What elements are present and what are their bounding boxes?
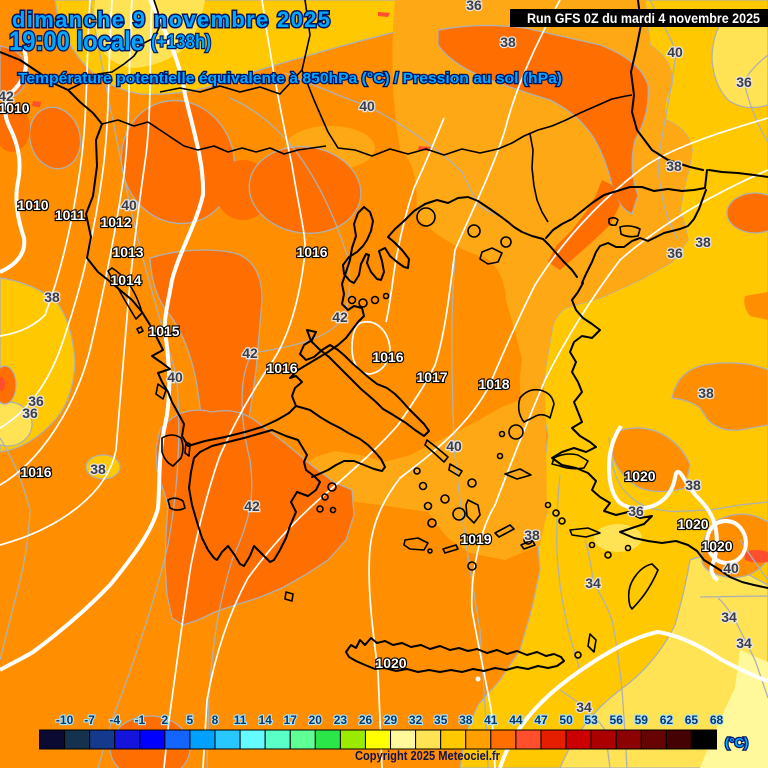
svg-text:-1: -1 — [134, 713, 145, 727]
svg-text:38: 38 — [685, 477, 701, 493]
svg-text:17: 17 — [284, 713, 298, 727]
svg-text:1020: 1020 — [677, 516, 708, 532]
svg-text:29: 29 — [384, 713, 398, 727]
svg-text:44: 44 — [509, 713, 523, 727]
svg-text:38: 38 — [500, 34, 516, 50]
svg-text:32: 32 — [409, 713, 423, 727]
svg-text:1010: 1010 — [0, 100, 30, 116]
svg-text:34: 34 — [721, 609, 737, 625]
svg-text:40: 40 — [723, 560, 739, 576]
svg-text:38: 38 — [459, 713, 473, 727]
svg-text:Copyright 2025 Meteociel.fr: Copyright 2025 Meteociel.fr — [355, 748, 500, 763]
svg-text:36: 36 — [466, 0, 482, 13]
svg-text:26: 26 — [359, 713, 373, 727]
svg-text:Température potentielle équiva: Température potentielle équivalente à 85… — [18, 70, 562, 87]
svg-text:-10: -10 — [56, 713, 74, 727]
svg-text:1018: 1018 — [478, 376, 509, 392]
svg-text:34: 34 — [585, 575, 601, 591]
svg-text:1020: 1020 — [375, 655, 406, 671]
svg-text:(+138h): (+138h) — [151, 32, 211, 53]
svg-text:14: 14 — [259, 713, 273, 727]
svg-text:40: 40 — [446, 438, 462, 454]
svg-text:1015: 1015 — [148, 323, 179, 339]
svg-text:1016: 1016 — [296, 244, 327, 260]
svg-text:1016: 1016 — [20, 464, 51, 480]
svg-text:1010: 1010 — [17, 197, 48, 213]
svg-text:65: 65 — [685, 713, 699, 727]
svg-text:Run GFS 0Z du mardi 4 novembre: Run GFS 0Z du mardi 4 novembre 2025 — [527, 11, 760, 26]
svg-text:1016: 1016 — [266, 360, 297, 376]
svg-text:1011: 1011 — [55, 207, 86, 223]
svg-text:42: 42 — [0, 88, 14, 104]
svg-text:42: 42 — [332, 309, 348, 325]
svg-text:1017: 1017 — [416, 369, 447, 385]
svg-text:38: 38 — [695, 234, 711, 250]
svg-text:41: 41 — [484, 713, 498, 727]
svg-text:38: 38 — [698, 385, 714, 401]
svg-text:34: 34 — [576, 699, 592, 715]
svg-text:40: 40 — [667, 44, 683, 60]
svg-text:42: 42 — [244, 498, 260, 514]
svg-text:56: 56 — [610, 713, 624, 727]
svg-text:36: 36 — [667, 245, 683, 261]
svg-text:40: 40 — [359, 98, 375, 114]
svg-text:1020: 1020 — [624, 468, 655, 484]
svg-text:11: 11 — [234, 713, 247, 727]
svg-text:1020: 1020 — [701, 538, 732, 554]
svg-text:42: 42 — [242, 345, 258, 361]
svg-text:53: 53 — [584, 713, 598, 727]
svg-text:23: 23 — [334, 713, 348, 727]
svg-text:38: 38 — [666, 158, 682, 174]
svg-text:47: 47 — [534, 713, 548, 727]
svg-text:59: 59 — [635, 713, 649, 727]
svg-text:-7: -7 — [84, 713, 95, 727]
svg-text:5: 5 — [187, 713, 194, 727]
svg-text:38: 38 — [90, 461, 106, 477]
svg-text:34: 34 — [736, 635, 752, 651]
svg-text:38: 38 — [44, 289, 60, 305]
svg-text:19:00 locale: 19:00 locale — [9, 26, 144, 56]
svg-text:50: 50 — [559, 713, 573, 727]
svg-text:38: 38 — [524, 527, 540, 543]
svg-text:1012: 1012 — [100, 214, 131, 230]
svg-text:1016: 1016 — [372, 349, 403, 365]
svg-text:1014: 1014 — [110, 272, 141, 288]
svg-text:dimanche 9 novembre 2025: dimanche 9 novembre 2025 — [12, 7, 330, 32]
svg-text:1013: 1013 — [112, 244, 143, 260]
svg-text:(°C): (°C) — [725, 735, 748, 750]
svg-text:35: 35 — [434, 713, 448, 727]
svg-text:8: 8 — [212, 713, 219, 727]
svg-text:20: 20 — [309, 713, 323, 727]
svg-text:1019: 1019 — [460, 531, 491, 547]
svg-text:40: 40 — [167, 369, 183, 385]
svg-text:68: 68 — [710, 713, 724, 727]
svg-text:-4: -4 — [109, 713, 120, 727]
svg-text:36: 36 — [28, 393, 44, 409]
svg-text:36: 36 — [628, 503, 644, 519]
svg-text:40: 40 — [121, 197, 137, 213]
svg-text:36: 36 — [22, 405, 38, 421]
svg-text:62: 62 — [660, 713, 674, 727]
svg-text:2: 2 — [162, 713, 169, 727]
svg-text:36: 36 — [736, 74, 752, 90]
